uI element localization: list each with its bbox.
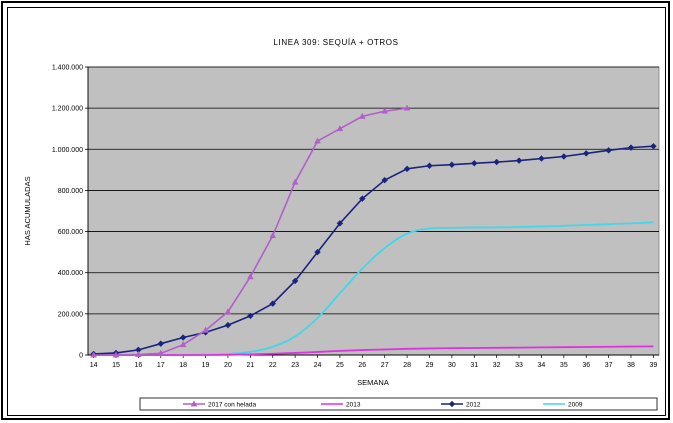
- data-point: [291, 277, 299, 285]
- x-tick-label: 37: [605, 362, 613, 369]
- legend-box: [139, 397, 658, 411]
- data-point: [112, 351, 120, 358]
- y-tick-label: 600.000: [58, 229, 83, 236]
- data-point: [135, 350, 142, 357]
- x-tick-label: 20: [224, 362, 232, 369]
- data-point: [247, 312, 254, 320]
- legend-entry: 2017 con helada: [183, 400, 256, 409]
- data-point: [157, 349, 165, 356]
- data-point: [381, 107, 389, 114]
- x-tick-label: 39: [650, 362, 658, 369]
- data-point: [426, 162, 433, 170]
- data-point: [336, 220, 344, 227]
- chart-title: LINEA 309: SEQUÍA + OTROS: [273, 38, 398, 47]
- legend-entry: 2013: [321, 402, 361, 409]
- data-point: [269, 300, 277, 307]
- data-point: [202, 326, 209, 333]
- data-point: [190, 400, 198, 407]
- data-point: [90, 351, 97, 358]
- x-tick-label: 28: [403, 362, 411, 369]
- x-tick-label: 14: [90, 362, 98, 369]
- data-point: [157, 340, 165, 347]
- y-tick-label: 0: [79, 353, 83, 360]
- y-tick-label: 800.000: [58, 188, 83, 195]
- data-point: [448, 161, 456, 168]
- x-tick-label: 30: [448, 362, 456, 369]
- x-tick-labels: 14 15 16 17 18 19 20 21 22 23 24 25 26 27 28 29 30 31 32 33…: [90, 355, 658, 369]
- data-point: [493, 158, 500, 166]
- series-line: [93, 345, 654, 356]
- x-tick-label: 16: [134, 362, 142, 369]
- x-tick-label: 35: [560, 362, 568, 369]
- data-point: [381, 176, 388, 184]
- data-point: [515, 157, 523, 164]
- data-point: [314, 137, 321, 144]
- x-tick-label: 38: [627, 362, 635, 369]
- data-point: [291, 178, 299, 185]
- data-point: [224, 308, 232, 315]
- x-tick-label: 36: [582, 362, 590, 369]
- legend-entry: 2009: [543, 402, 583, 409]
- data-point: [359, 195, 366, 202]
- x-tick-label: 26: [358, 362, 366, 369]
- legend-label: 2012: [466, 402, 481, 409]
- x-tick-label: 27: [381, 362, 389, 369]
- x-tick-label: 29: [426, 362, 434, 369]
- x-tick-label: 18: [179, 362, 187, 369]
- x-tick-label: 34: [538, 362, 546, 369]
- x-tick-label: 17: [157, 362, 165, 369]
- data-point: [269, 232, 277, 239]
- x-tick-label: 22: [269, 362, 277, 369]
- series-layer: [90, 104, 657, 358]
- x-tick-label: 24: [314, 362, 322, 369]
- data-point: [358, 112, 366, 119]
- x-tick-label: 31: [470, 362, 478, 369]
- y-axis-label: HAS ACUMULADAS: [23, 176, 32, 245]
- data-point: [403, 165, 411, 173]
- data-point: [247, 273, 254, 280]
- legend-label: 2013: [346, 402, 361, 409]
- x-tick-label: 15: [112, 362, 120, 369]
- series-2: [90, 142, 657, 358]
- legend-label: 2009: [568, 402, 583, 409]
- series-0: [90, 104, 411, 358]
- x-tick-label: 25: [336, 362, 344, 369]
- data-point: [650, 142, 657, 150]
- data-point: [582, 150, 590, 157]
- legend-label: 2017 con helada: [208, 402, 256, 409]
- chart-inner-border: [7, 7, 666, 416]
- legend: 2017 con helada 2013 2012 2009: [139, 397, 658, 411]
- x-tick-label: 21: [246, 362, 254, 369]
- data-point: [336, 125, 344, 132]
- plot-area: [87, 66, 660, 356]
- y-tick-label: 1.000.000: [52, 147, 83, 154]
- y-tick-label: 200.000: [58, 311, 83, 318]
- x-axis-label: SEMANA: [357, 378, 389, 387]
- data-point: [605, 147, 612, 154]
- x-tick-label: 19: [202, 362, 210, 369]
- legend-entry: 2012: [441, 400, 481, 409]
- data-point: [560, 153, 568, 160]
- data-point: [538, 155, 545, 162]
- series-1: [93, 345, 654, 356]
- y-tick-labels: 0 200.000 400.000 600.000 800.000 1.000.000 1.…: [52, 65, 88, 360]
- y-tick-label: 1.200.000: [52, 106, 83, 113]
- data-point: [224, 321, 232, 329]
- data-point: [179, 334, 187, 341]
- x-tick-label: 32: [493, 362, 501, 369]
- x-tick-label: 23: [291, 362, 299, 369]
- y-tick-label: 1.400.000: [52, 65, 83, 72]
- x-tick-label: 33: [515, 362, 523, 369]
- data-point: [403, 104, 411, 111]
- data-point: [179, 341, 187, 348]
- data-point: [314, 248, 321, 256]
- data-point: [627, 144, 635, 151]
- data-point: [448, 400, 456, 408]
- series-line: [93, 145, 654, 355]
- data-point: [470, 159, 478, 167]
- y-tick-label: 400.000: [58, 270, 83, 277]
